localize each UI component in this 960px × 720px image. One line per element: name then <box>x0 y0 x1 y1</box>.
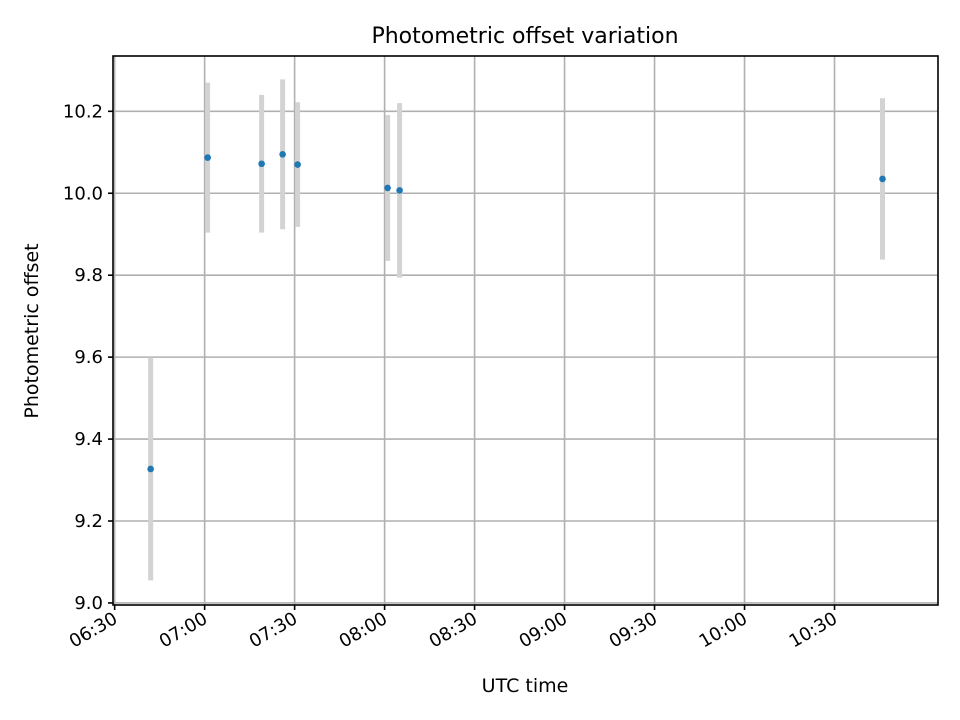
y-axis-label: Photometric offset <box>21 243 43 418</box>
y-axis-ticks: 9.0 9.2 9.4 9.6 9.8 10.0 10.2 <box>63 101 113 614</box>
data-point <box>396 187 403 194</box>
data-point <box>204 154 211 161</box>
y-tick-label: 9.0 <box>74 593 103 614</box>
y-tick-label: 9.8 <box>74 265 103 286</box>
data-point <box>258 160 265 168</box>
data-point <box>279 151 286 158</box>
chart-title: Photometric offset variation <box>371 24 678 49</box>
data-point <box>384 184 391 192</box>
y-tick-label: 10.2 <box>63 101 103 122</box>
y-tick-label: 9.4 <box>74 429 103 450</box>
data-point <box>147 465 154 473</box>
data-point <box>879 175 886 183</box>
y-tick-label: 10.0 <box>63 183 103 204</box>
grid <box>113 56 938 605</box>
data-points <box>147 151 886 473</box>
y-tick-label: 9.6 <box>74 347 103 368</box>
x-axis-label: UTC time <box>482 675 569 697</box>
data-point <box>294 161 301 168</box>
y-tick-label: 9.2 <box>74 511 103 532</box>
axes-frame <box>112 55 939 606</box>
